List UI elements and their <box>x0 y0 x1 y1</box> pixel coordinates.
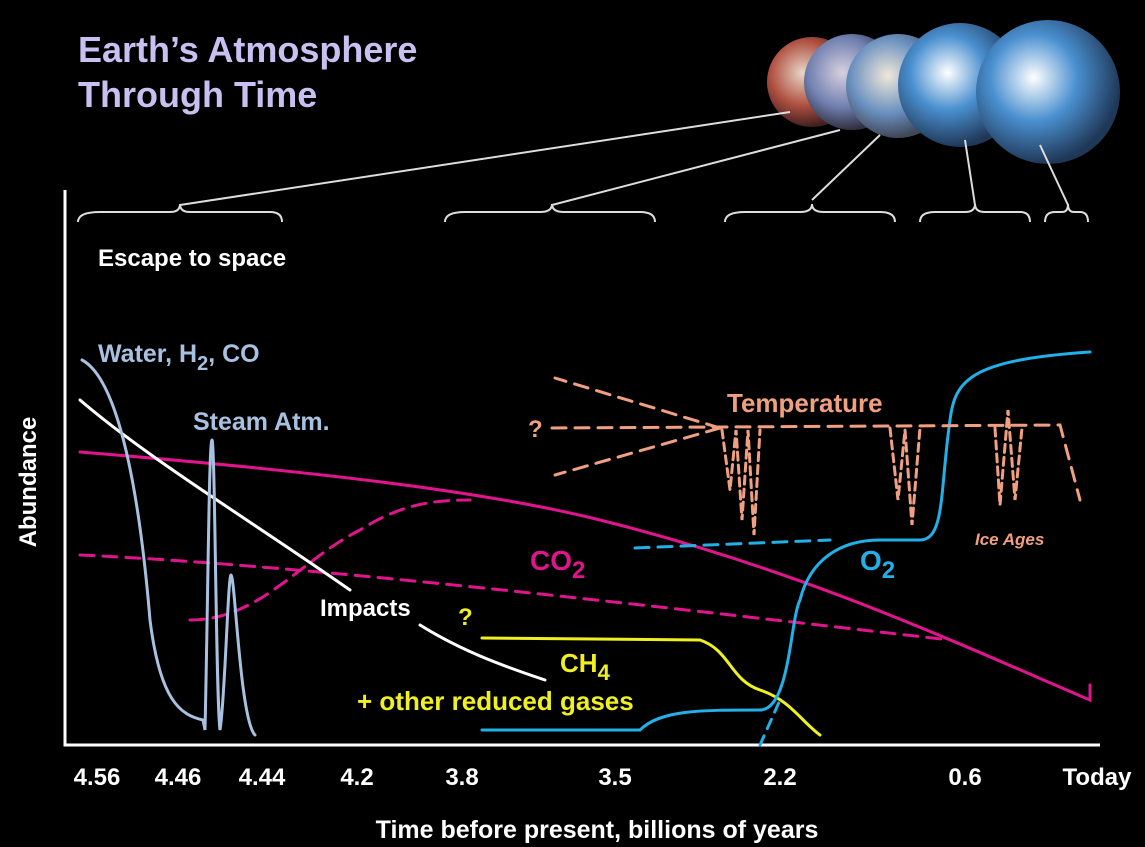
label: ? <box>458 604 473 631</box>
label: Ice Ages <box>975 530 1044 549</box>
label-part: 2 <box>572 557 585 584</box>
x-tick-label: 4.46 <box>155 764 202 791</box>
label: O2 <box>860 545 895 584</box>
x-tick-label: 4.56 <box>74 764 121 791</box>
axes <box>63 190 1100 747</box>
x-tick-label: 3.8 <box>445 764 478 791</box>
x-tick-label: 2.2 <box>763 764 796 791</box>
label-part: 2 <box>882 557 895 584</box>
water-curve <box>80 358 257 737</box>
label-part: CH <box>560 648 598 678</box>
o2-dashed <box>633 538 832 550</box>
label-part: 2 <box>197 353 208 375</box>
label: Impacts <box>320 595 411 622</box>
label: CO2 <box>530 545 585 584</box>
o2-dashed <box>758 698 782 747</box>
label: CH4 <box>560 648 611 685</box>
planets <box>767 20 1120 164</box>
label: + other reduced gases <box>357 686 634 716</box>
label: ? <box>528 416 543 443</box>
braces <box>77 111 1089 223</box>
x-ticks: 4.56 4.46 4.44 4.2 3.8 3.5 2.2 0.6 Today <box>74 764 1132 791</box>
x-tick-label: 0.6 <box>948 764 981 791</box>
co2-dashed <box>78 553 952 642</box>
x-axis-label: Time before present, billions of years <box>376 816 819 844</box>
label-part: 4 <box>598 660 611 685</box>
label-part: O <box>860 545 882 576</box>
o2-curve <box>480 350 1092 732</box>
x-tick-label: 4.2 <box>340 764 373 791</box>
label-part: , CO <box>208 340 259 368</box>
ch4-curve <box>480 636 822 737</box>
temperature-curve <box>550 376 1082 536</box>
y-axis-label: Abundance <box>15 417 42 548</box>
label: Steam Atm. <box>193 408 330 436</box>
label: Water, H2, CO <box>98 340 260 375</box>
x-tick-label: 4.44 <box>239 764 286 791</box>
x-tick-label: Today <box>1063 764 1133 791</box>
label-part: CO <box>530 545 572 576</box>
label-part: Water, H <box>98 340 197 368</box>
label: Escape to space <box>98 245 286 272</box>
label: Temperature <box>727 388 883 418</box>
impacts-curve <box>78 398 547 682</box>
title-line: Earth’s Atmosphere <box>78 29 417 70</box>
co2-dashed <box>188 498 472 622</box>
x-tick-label: 3.5 <box>598 764 631 791</box>
title-line: Through Time <box>78 74 317 115</box>
co2-curve <box>78 450 1092 703</box>
